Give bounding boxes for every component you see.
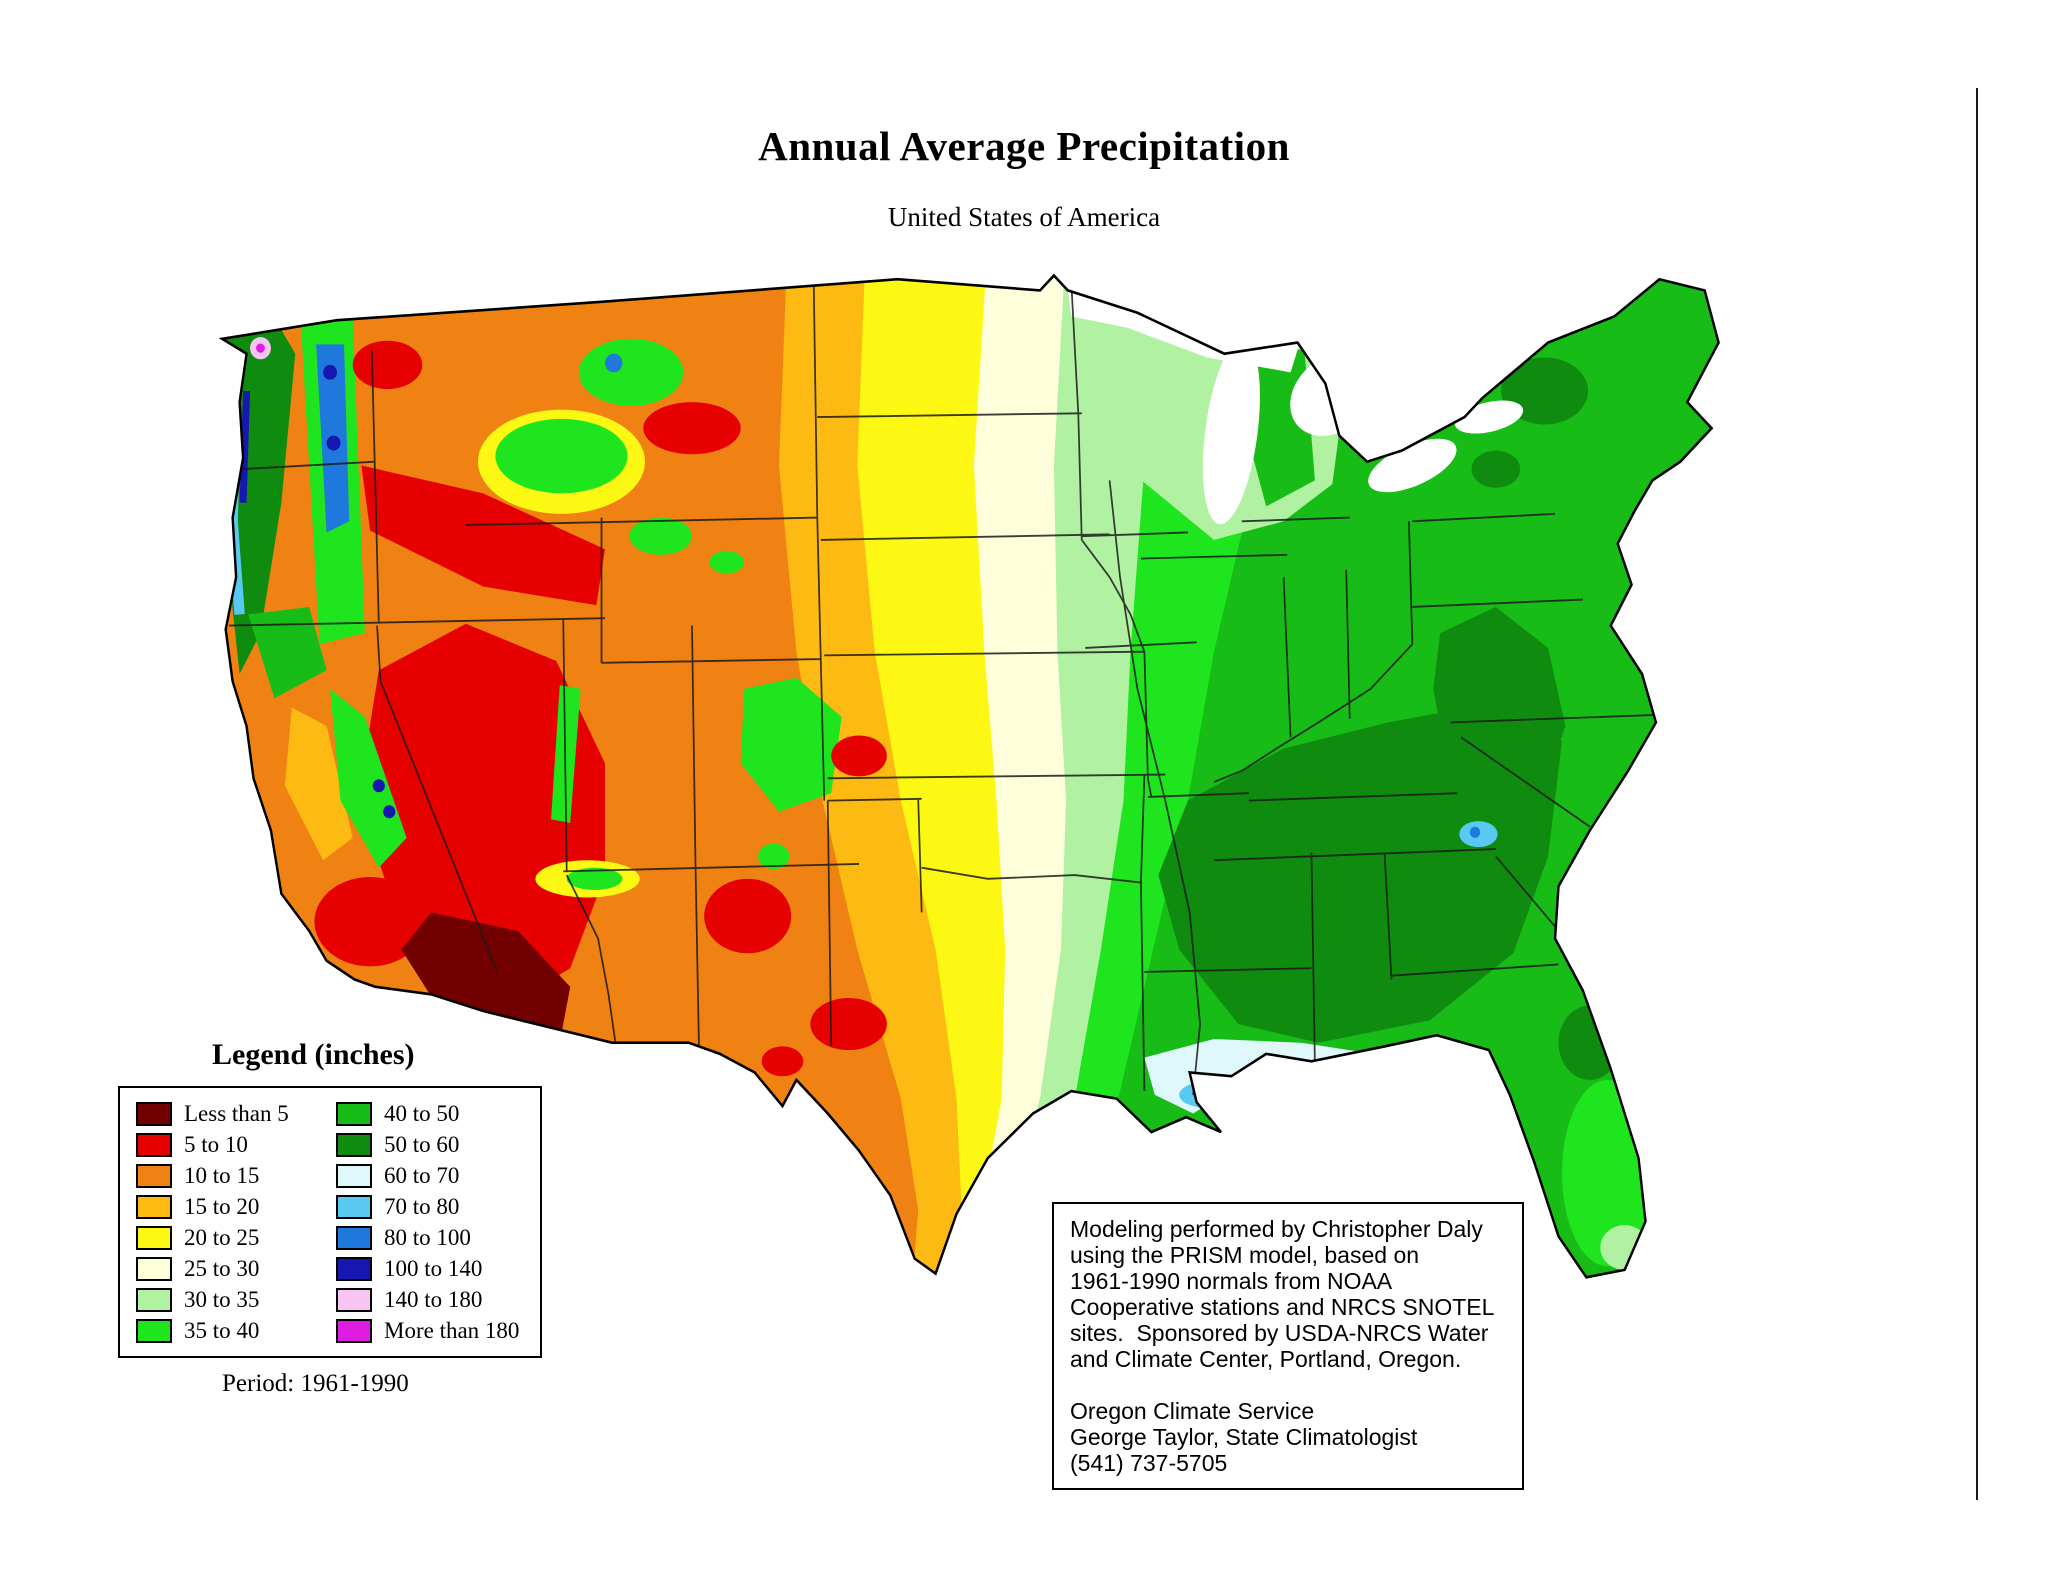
legend-row: 15 to 20 — [130, 1191, 330, 1222]
credit-box: Modeling performed by Christopher Daly u… — [1052, 1202, 1524, 1490]
legend-swatch — [136, 1225, 172, 1250]
credit-line: Modeling performed by Christopher Daly — [1070, 1216, 1483, 1242]
legend-swatch — [136, 1101, 172, 1126]
legend-swatch — [336, 1101, 372, 1126]
legend-row: 35 to 40 — [130, 1315, 330, 1346]
legend-label: 35 to 40 — [184, 1317, 260, 1343]
legend-label: 10 to 15 — [184, 1162, 260, 1188]
credit-line: 1961-1990 normals from NOAA — [1070, 1268, 1393, 1294]
us-map-svg — [218, 273, 1720, 1279]
legend-swatch — [136, 1287, 172, 1312]
legend-row: 140 to 180 — [330, 1284, 530, 1315]
legend-row: Less than 5 — [130, 1098, 330, 1129]
legend-heading: Legend (inches) — [212, 1038, 415, 1071]
legend-label: 50 to 60 — [384, 1131, 460, 1157]
legend-swatch — [136, 1256, 172, 1281]
legend-swatch — [136, 1132, 172, 1157]
legend-label: 70 to 80 — [384, 1193, 460, 1219]
legend-swatch — [136, 1194, 172, 1219]
legend-label: 30 to 35 — [184, 1286, 260, 1312]
legend-swatch — [336, 1318, 372, 1343]
credit-line: Oregon Climate Service — [1070, 1398, 1315, 1424]
legend-label: 140 to 180 — [384, 1286, 483, 1312]
legend-swatch — [336, 1132, 372, 1157]
legend-row: 20 to 25 — [130, 1222, 330, 1253]
legend-swatch — [336, 1287, 372, 1312]
legend-row: 100 to 140 — [330, 1253, 530, 1284]
legend-swatch — [136, 1163, 172, 1188]
legend-row: 50 to 60 — [330, 1129, 530, 1160]
legend-swatch — [136, 1318, 172, 1343]
legend-column-2: 40 to 50 50 to 60 60 to 70 70 to 80 80 t… — [330, 1098, 530, 1346]
legend-row: More than 180 — [330, 1315, 530, 1346]
legend-label: 20 to 25 — [184, 1224, 260, 1250]
legend-row: 40 to 50 — [330, 1098, 530, 1129]
legend-box: Less than 5 5 to 10 10 to 15 15 to 20 20… — [118, 1086, 542, 1358]
legend-label: 60 to 70 — [384, 1162, 460, 1188]
credit-line: using the PRISM model, based on — [1070, 1242, 1420, 1268]
credit-line: Cooperative stations and NRCS SNOTEL — [1070, 1294, 1495, 1320]
legend-label: 5 to 10 — [184, 1131, 248, 1157]
legend-swatch — [336, 1194, 372, 1219]
legend-row: 70 to 80 — [330, 1191, 530, 1222]
legend-period: Period: 1961-1990 — [222, 1370, 409, 1397]
legend-row: 80 to 100 — [330, 1222, 530, 1253]
scan-border-line — [1976, 88, 1978, 1500]
legend-column-1: Less than 5 5 to 10 10 to 15 15 to 20 20… — [130, 1098, 330, 1346]
legend-label: 80 to 100 — [384, 1224, 471, 1250]
credit-line: George Taylor, State Climatologist — [1070, 1424, 1418, 1450]
credit-line: sites. Sponsored by USDA-NRCS Water — [1070, 1320, 1489, 1346]
legend-label: Less than 5 — [184, 1100, 289, 1126]
legend-row: 5 to 10 — [130, 1129, 330, 1160]
credit-line — [1070, 1372, 1506, 1398]
legend-label: 40 to 50 — [384, 1100, 460, 1126]
us-outline — [218, 273, 1720, 1279]
legend-row: 10 to 15 — [130, 1160, 330, 1191]
credit-line: (541) 737-5705 — [1070, 1450, 1228, 1476]
legend-label: More than 180 — [384, 1317, 520, 1343]
legend-row: 30 to 35 — [130, 1284, 330, 1315]
legend-swatch — [336, 1163, 372, 1188]
legend-label: 25 to 30 — [184, 1255, 260, 1281]
page-title: Annual Average Precipitation — [758, 123, 1290, 169]
page-subtitle: United States of America — [887, 202, 1161, 232]
legend-label: 15 to 20 — [184, 1193, 260, 1219]
legend-swatch — [336, 1256, 372, 1281]
legend-row: 25 to 30 — [130, 1253, 330, 1284]
legend-swatch — [336, 1225, 372, 1250]
legend-label: 100 to 140 — [384, 1255, 483, 1281]
us-precipitation-map — [170, 242, 1910, 1322]
state-borders — [229, 282, 1656, 1095]
legend-row: 60 to 70 — [330, 1160, 530, 1191]
great-lakes — [1067, 279, 1524, 525]
credit-line: and Climate Center, Portland, Oregon. — [1070, 1346, 1462, 1372]
